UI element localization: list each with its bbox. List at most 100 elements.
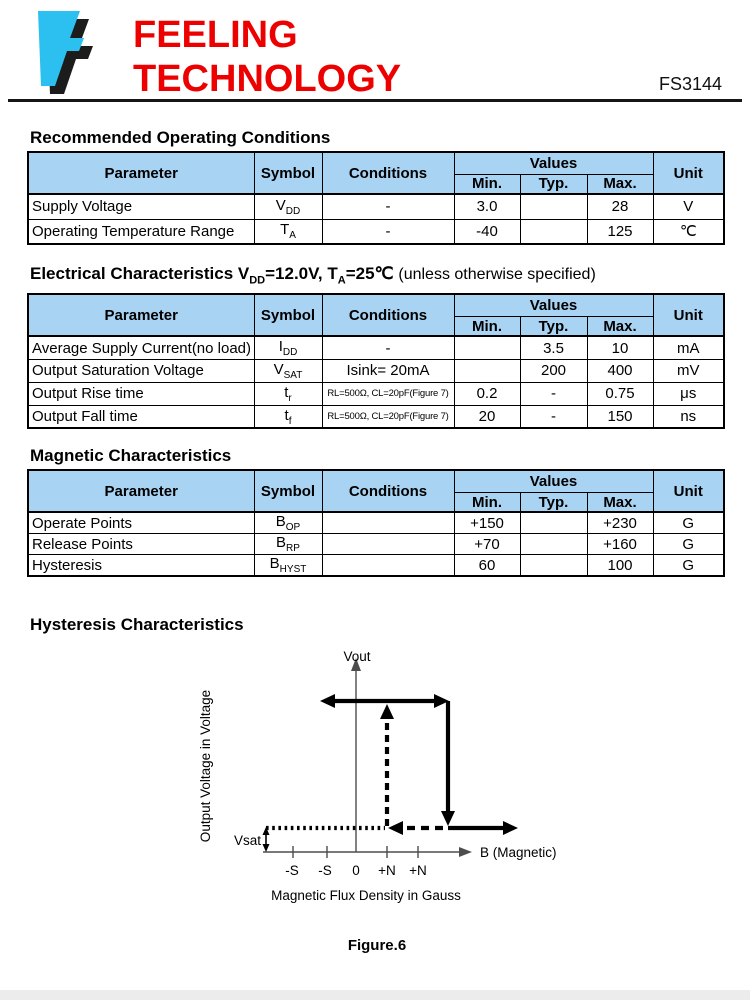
symbol-subscript: HYST	[279, 564, 307, 576]
cell-max: 10	[586, 335, 654, 360]
table-row: Release Points BRP +70 +160 G	[27, 533, 725, 556]
col-header-unit: Unit	[652, 469, 725, 513]
table-row: Supply Voltage VDD -3.0 28 V	[27, 193, 725, 220]
x-tick-label: -S	[285, 863, 299, 878]
cell-min	[453, 358, 521, 383]
col-header-conditions: Conditions	[321, 469, 455, 513]
cell-parameter: Output Rise time	[27, 381, 255, 406]
symbol-subscript: DD	[285, 205, 301, 217]
cell-typ	[519, 533, 588, 556]
y-axis-side-label: Output Voltage in Voltage	[198, 690, 213, 842]
title-segment: DD	[249, 274, 266, 287]
curve-left-arrowhead	[320, 694, 335, 708]
section-title-recommended: Recommended Operating Conditions	[30, 128, 331, 147]
cell-conditions	[321, 554, 455, 577]
cell-conditions: RL=500Ω, CL=20pF(Figure 7)	[321, 404, 455, 429]
cell-max: 125	[586, 218, 654, 245]
cell-unit: ℃	[652, 218, 725, 245]
y-axis-top-label: Vout	[343, 649, 370, 664]
cell-symbol: BHYST	[253, 554, 323, 577]
table-row: Operating Temperature Range TA - -40 125 ℃	[27, 218, 725, 245]
cell-max: 150	[586, 404, 654, 429]
col-header-typ: Typ.	[519, 491, 588, 513]
cell-symbol: tf	[253, 404, 323, 429]
recommended-operating-conditions-table: Parameter Symbol Conditions Values Unit …	[27, 151, 725, 245]
table-row: Output Fall time tf RL=500Ω, CL=20pF(Figur…	[27, 404, 725, 429]
cell-min: +150	[453, 511, 521, 535]
cell-typ	[519, 511, 588, 535]
cell-typ	[519, 193, 588, 220]
symbol-subscript: RP	[286, 543, 300, 555]
cell-symbol: VSAT	[253, 358, 323, 383]
title-segment: (unless otherwise specified)	[398, 266, 596, 283]
electrical-characteristics-table: Parameter Symbol Conditions Values Unit …	[27, 293, 725, 430]
cell-symbol: BOP	[253, 511, 323, 535]
brand-line2: TECHNOLOGY	[133, 58, 402, 100]
symbol-subscript: f	[288, 415, 292, 427]
cell-max: 400	[586, 358, 654, 383]
cell-typ	[519, 218, 588, 245]
curve-left-return-arrowhead	[388, 821, 403, 835]
cell-symbol: tr	[253, 381, 323, 406]
table-row: Average Supply Current(no load) IDD - 3.5 10…	[27, 335, 725, 360]
cell-typ: -	[519, 381, 588, 406]
table-row: Operate Points BOP +150 +230 G	[27, 511, 725, 535]
cell-unit: ns	[652, 404, 725, 429]
logo-f-shape	[38, 11, 84, 86]
cell-typ: 200	[519, 358, 588, 383]
feeling-technology-logo	[38, 11, 93, 94]
curve-down-arrowhead	[441, 811, 455, 826]
cell-max: +160	[586, 533, 654, 556]
cell-parameter: Hysteresis	[27, 554, 255, 577]
curve-lowright-arrowhead	[503, 821, 518, 835]
page-bottom-edge	[0, 990, 750, 1000]
cell-max: 100	[586, 554, 654, 577]
cell-symbol: BRP	[253, 533, 323, 556]
vsat-up-arrowhead	[262, 827, 270, 835]
x-tick-label: -S	[318, 863, 332, 878]
col-header-unit: Unit	[652, 151, 725, 195]
part-number: FS3144	[658, 74, 722, 94]
hysteresis-chart: Output Voltage in Voltage Vout B (Magnet…	[198, 649, 557, 954]
col-header-max: Max.	[586, 173, 654, 195]
x-tick-label: +N	[409, 863, 427, 878]
cell-parameter: Supply Voltage	[27, 193, 255, 220]
cell-unit: G	[652, 533, 725, 556]
magnetic-characteristics-table: Parameter Symbol Conditions Values Unit …	[27, 469, 725, 578]
cell-unit: μs	[652, 381, 725, 406]
cell-symbol: TA	[253, 218, 323, 245]
cell-min: +70	[453, 533, 521, 556]
col-header-symbol: Symbol	[253, 469, 323, 513]
cell-min: 0.2	[453, 381, 521, 406]
cell-parameter: Operating Temperature Range	[27, 218, 255, 245]
cell-unit: V	[652, 193, 725, 220]
cell-symbol: VDD	[253, 193, 323, 220]
cell-typ: 3.5	[519, 335, 588, 360]
x-axis-label: B (Magnetic)	[480, 845, 557, 860]
cell-parameter: Average Supply Current(no load)	[27, 335, 255, 360]
col-header-conditions: Conditions	[321, 293, 455, 337]
symbol-subscript: A	[289, 230, 296, 242]
cell-unit: G	[652, 554, 725, 577]
title-segment: =25℃	[345, 264, 399, 283]
col-header-parameter: Parameter	[27, 469, 255, 513]
cell-min: 20	[453, 404, 521, 429]
col-header-min: Min.	[453, 315, 521, 337]
col-header-symbol: Symbol	[253, 293, 323, 337]
curve-right-arrowhead	[434, 694, 449, 708]
col-header-min: Min.	[453, 491, 521, 513]
col-header-conditions: Conditions	[321, 151, 455, 195]
col-header-values: Values	[453, 469, 654, 493]
cell-min: 3.0	[453, 193, 521, 220]
x-tick-label: +N	[378, 863, 396, 878]
col-header-max: Max.	[586, 315, 654, 337]
cell-parameter: Output Fall time	[27, 404, 255, 429]
x-tick-label: 0	[352, 863, 360, 878]
brand-line1: FEELING	[133, 14, 298, 56]
symbol-subscript: r	[288, 392, 292, 404]
cell-conditions: -	[321, 218, 455, 245]
curve-up-arrowhead	[380, 704, 394, 719]
table-row: Hysteresis BHYST 60 100 G	[27, 554, 725, 577]
col-header-parameter: Parameter	[27, 151, 255, 195]
